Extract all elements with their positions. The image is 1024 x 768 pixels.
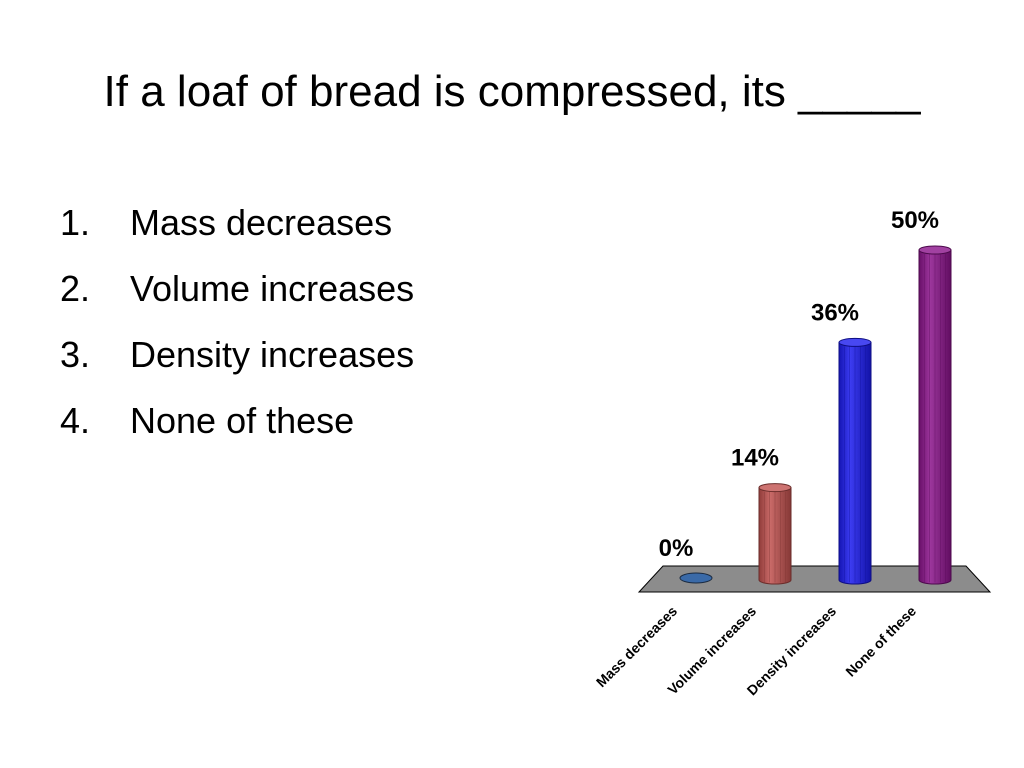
- answer-options-list: 1. Mass decreases 2. Volume increases 3.…: [60, 190, 414, 454]
- category-tick-label: Mass decreases: [593, 603, 680, 690]
- answer-option: 3. Density increases: [60, 322, 414, 388]
- option-text: Mass decreases: [130, 202, 393, 243]
- bar-value-label: 14%: [731, 445, 779, 472]
- option-number: 1.: [60, 202, 91, 243]
- response-bar-chart: 0% Mass decreases 14% Volume increases 36% De…: [593, 207, 992, 699]
- option-number: 2.: [60, 268, 91, 309]
- option-number: 3.: [60, 334, 91, 375]
- answer-option: 2. Volume increases: [60, 256, 414, 322]
- bar-value-label: 36%: [811, 299, 859, 326]
- bar: [918, 245, 952, 585]
- bar: [679, 572, 713, 584]
- option-number: 4.: [60, 400, 91, 441]
- option-text: Volume increases: [130, 268, 415, 309]
- category-tick-label: Density increases: [744, 603, 840, 699]
- bar-value-label: 50%: [891, 207, 939, 234]
- option-text: None of these: [130, 400, 355, 441]
- option-text: Density increases: [130, 334, 415, 375]
- answer-option: 1. Mass decreases: [60, 190, 414, 256]
- slide-title: If a loaf of bread is compressed, its __…: [103, 67, 921, 116]
- bar: [758, 483, 792, 585]
- bar: [838, 337, 872, 585]
- category-tick-label: Volume increases: [664, 603, 759, 698]
- category-tick-label: None of these: [842, 603, 919, 680]
- answer-option: 4. None of these: [60, 388, 414, 454]
- bar-value-label: 0%: [659, 535, 694, 562]
